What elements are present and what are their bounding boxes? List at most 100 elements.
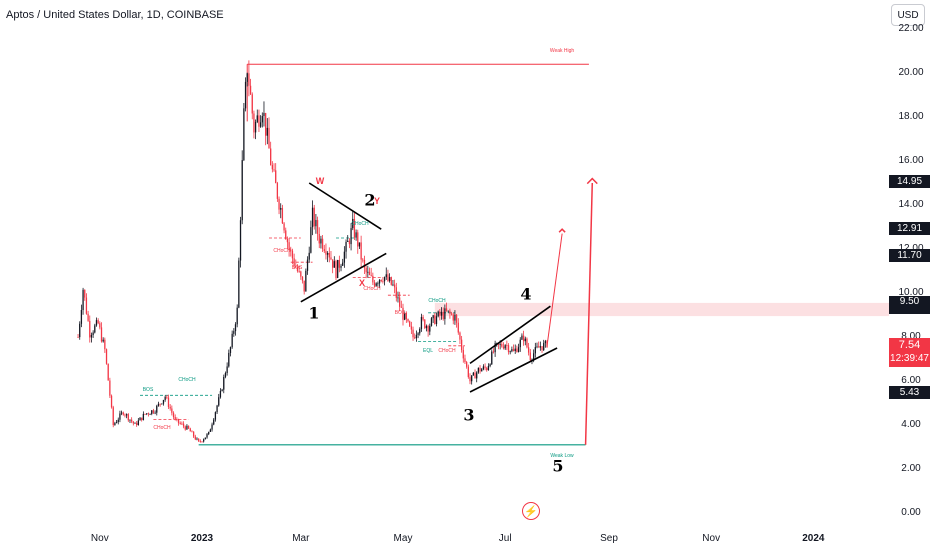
candle-body	[265, 112, 267, 136]
candle-body	[382, 281, 384, 282]
candle-body	[109, 380, 111, 396]
currency-button[interactable]: USD	[891, 4, 925, 26]
candle-body	[146, 413, 148, 415]
candle-body	[176, 419, 178, 420]
candle-body	[273, 169, 275, 171]
candle-body	[342, 262, 344, 266]
candle-body	[489, 364, 491, 367]
candle-body	[296, 267, 299, 272]
candle-body	[410, 326, 413, 330]
candle-body	[529, 352, 531, 361]
candle-body	[134, 422, 136, 424]
candle-body	[301, 276, 304, 281]
candle-body	[204, 437, 206, 440]
candle-body	[440, 311, 443, 316]
candle-body	[439, 311, 441, 316]
candle-body	[286, 239, 289, 243]
choch-label: CHoCH	[438, 348, 456, 354]
time-axis-tick: 2024	[802, 533, 825, 544]
candle-body	[310, 227, 312, 253]
candle-body	[516, 348, 518, 352]
candle-body	[259, 122, 262, 127]
candle-body	[350, 228, 352, 245]
candle-body	[303, 280, 305, 292]
candle-body	[392, 284, 394, 286]
target-projection-line	[584, 182, 594, 445]
candle-body	[362, 259, 364, 261]
candle-body	[449, 310, 451, 314]
bos-label: BOS	[291, 265, 303, 271]
candle-body	[234, 324, 237, 332]
candle-body	[162, 399, 165, 404]
candle-body	[254, 121, 257, 133]
candle-body	[201, 441, 203, 443]
candle-body	[223, 376, 225, 390]
candle-body	[92, 332, 94, 335]
wave-label-y: Y	[373, 196, 381, 206]
candle-body	[127, 414, 129, 421]
price-axis-tick: 12.00	[891, 243, 931, 254]
candle-body	[445, 308, 448, 311]
candle-body	[486, 367, 488, 371]
candle-body	[209, 429, 212, 432]
price-axis-tick: 6.00	[901, 375, 921, 386]
weak-high-label: Weak High	[549, 48, 575, 54]
candle-body	[437, 311, 439, 317]
candle-body	[253, 113, 255, 133]
candle-body	[313, 207, 315, 227]
candle-body	[400, 306, 402, 308]
time-axis-tick: Nov	[90, 533, 109, 544]
candle-body	[236, 307, 238, 325]
candle-body	[268, 127, 270, 149]
candle-body	[85, 297, 88, 314]
candle-body	[511, 349, 513, 352]
candle-body	[517, 347, 520, 352]
candle-body	[179, 423, 181, 424]
candle-body	[122, 412, 124, 415]
candle-body	[105, 349, 108, 364]
candle-body	[189, 428, 191, 432]
candle-body	[266, 127, 268, 136]
candle-body	[415, 334, 418, 339]
candle-body	[343, 251, 346, 263]
candle-body	[137, 420, 139, 426]
last-price: 7.54	[898, 339, 921, 351]
candle-body	[397, 297, 399, 299]
candle-body	[320, 238, 322, 244]
choch-label: CHoCH	[428, 298, 446, 304]
price-axis-tick: 16.00	[898, 155, 924, 166]
choch-label: CHoCH	[153, 425, 171, 431]
candle-body	[541, 346, 543, 351]
channel-lower-line	[469, 347, 558, 393]
candle-body	[159, 403, 161, 405]
candle-body	[228, 352, 230, 367]
candle-body	[100, 327, 103, 342]
candle-body	[144, 413, 146, 415]
candle-body	[335, 261, 337, 278]
price-axis-tick: 0.00	[901, 507, 921, 518]
candle-body	[414, 337, 416, 339]
candle-body	[476, 372, 478, 379]
choch-label: CHoCH	[351, 221, 369, 227]
lightning-icon[interactable]: ⚡	[522, 502, 540, 520]
candle-body	[395, 287, 397, 298]
candle-body	[172, 412, 175, 418]
candle-body	[420, 316, 423, 329]
candle-body	[214, 412, 217, 420]
candle-body	[509, 351, 511, 353]
candle-body	[514, 348, 516, 352]
candle-body	[218, 397, 220, 406]
candle-body	[119, 413, 121, 420]
candle-body	[90, 334, 93, 338]
price-axis-tick: 8.00	[901, 331, 921, 342]
candle-body	[454, 314, 456, 321]
candle-body	[323, 249, 325, 252]
candle-body	[213, 419, 215, 425]
wave-label-3: 3	[463, 405, 475, 425]
candle-body	[300, 271, 302, 277]
candle-body	[290, 249, 292, 251]
candle-body	[198, 438, 200, 442]
candle-body	[455, 314, 458, 323]
